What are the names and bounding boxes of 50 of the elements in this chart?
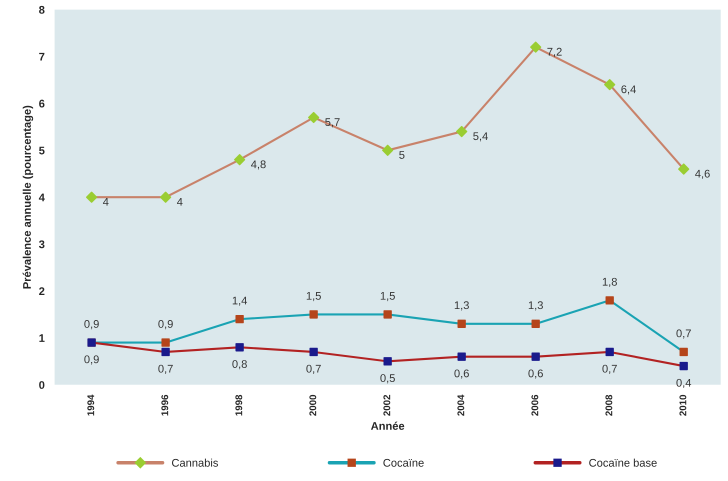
x-tick-label: 2006 (531, 394, 538, 416)
y-tick-label: 4 (38, 194, 45, 202)
data-label: 0,7 (602, 364, 617, 374)
y-tick-label: 1 (39, 334, 45, 342)
data-label: 4 (176, 198, 183, 206)
legend-label: Cocaïne base (589, 458, 657, 467)
x-tick-label: 2008 (605, 394, 612, 416)
x-tick-label: 1998 (235, 394, 242, 416)
x-tick-label: 1994 (87, 394, 94, 416)
data-label: 0,9 (158, 320, 173, 330)
x-axis-title: Année (370, 422, 404, 430)
y-tick-label: 7 (39, 52, 44, 61)
data-label: 0,9 (84, 355, 99, 365)
x-tick-label: 2000 (309, 394, 316, 416)
data-label: 1,8 (602, 278, 617, 287)
data-label: 1,3 (528, 301, 543, 310)
data-label: 1,5 (380, 292, 395, 302)
y-axis-title: Prévalence annuelle (pourcentage) (22, 106, 34, 288)
data-label: 1,4 (232, 296, 248, 306)
data-label: 0,6 (528, 369, 543, 379)
data-label: 0,9 (84, 320, 99, 330)
data-label: 0,7 (676, 329, 691, 339)
data-label: 1,5 (306, 292, 321, 302)
data-label: 0,4 (676, 378, 692, 388)
data-label: 6,4 (621, 85, 636, 95)
x-tick-label: 2002 (383, 394, 390, 416)
data-label: 5 (399, 151, 404, 159)
legend-label: Cocaïne (383, 458, 424, 467)
data-label: 4 (102, 198, 109, 206)
data-label: 5,7 (325, 118, 340, 128)
y-tick-label: 5 (39, 146, 45, 154)
y-tick-label: 3 (38, 240, 44, 248)
data-label: 0,8 (232, 360, 247, 370)
y-tick-label: 0 (39, 381, 44, 389)
y-tick-label: 6 (39, 100, 44, 108)
y-tick-label: 2 (39, 287, 44, 296)
data-label: 0,6 (454, 369, 469, 379)
y-tick-label: 8 (39, 6, 45, 14)
legend-label: Cannabis (172, 458, 218, 467)
data-label: 4,6 (695, 170, 710, 179)
data-label: 1,3 (454, 301, 469, 310)
data-label: 0,5 (380, 374, 395, 384)
x-tick-label: 1996 (161, 394, 168, 416)
x-tick-label: 2010 (679, 394, 686, 416)
data-label: 5,4 (473, 132, 488, 142)
data-label: 0,7 (158, 364, 173, 374)
data-label: 0,7 (306, 364, 321, 374)
x-tick-label: 2004 (457, 394, 464, 416)
data-label: 7,2 (547, 48, 562, 57)
data-label: 4,8 (251, 160, 266, 170)
